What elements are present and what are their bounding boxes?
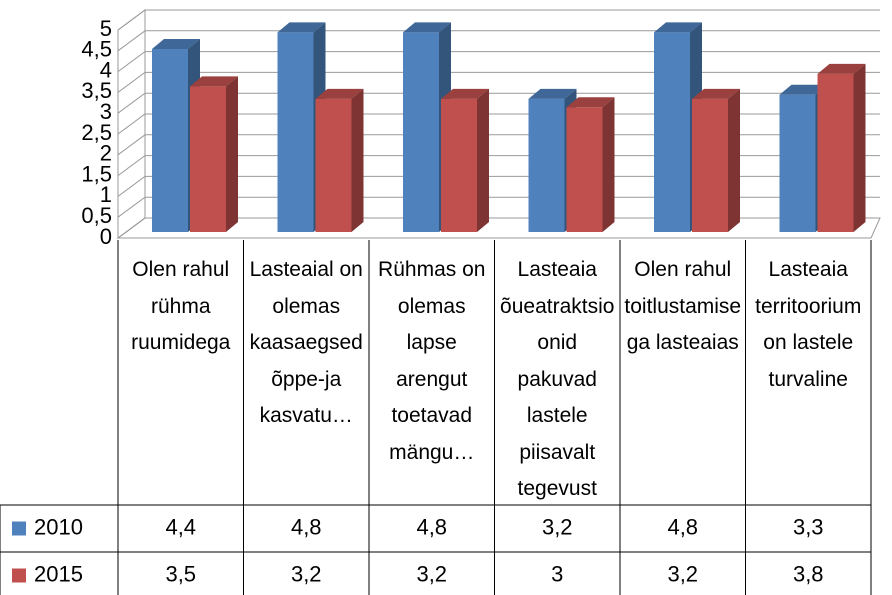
bar-top bbox=[315, 88, 364, 99]
category-label: Lasteaial on olemas kaasaegsed õppe-ja k… bbox=[249, 258, 363, 427]
bar-front bbox=[315, 98, 352, 232]
y-tick-label: 2,5 bbox=[81, 120, 112, 145]
bar-front bbox=[190, 86, 226, 233]
bar bbox=[566, 97, 615, 232]
bar-front bbox=[779, 94, 816, 232]
y-tick-label: 3,5 bbox=[81, 78, 112, 103]
bar-top bbox=[277, 22, 326, 33]
bar-front bbox=[566, 107, 603, 232]
bar-top bbox=[190, 76, 238, 87]
bar-top bbox=[566, 97, 615, 108]
y-tick-label: 5 bbox=[100, 16, 112, 41]
grid-line bbox=[117, 155, 880, 177]
grid-line bbox=[117, 30, 880, 52]
table-value: 3,2 bbox=[542, 514, 573, 539]
y-tick-label: 1 bbox=[100, 182, 112, 207]
legend-marker bbox=[12, 568, 26, 583]
bar-side bbox=[351, 88, 364, 232]
y-tick-label: 1,5 bbox=[81, 161, 112, 186]
table-value: 3,2 bbox=[291, 561, 322, 586]
grid-line bbox=[117, 217, 880, 239]
bar-front bbox=[817, 73, 854, 232]
bar-front bbox=[654, 32, 690, 232]
legend-marker bbox=[12, 521, 26, 536]
table-value: 3,5 bbox=[165, 561, 196, 586]
grid-line bbox=[117, 134, 880, 156]
table-value: 3,3 bbox=[793, 514, 824, 539]
y-tick-label: 4 bbox=[100, 57, 112, 82]
bar-side bbox=[853, 63, 866, 232]
grid-line bbox=[117, 71, 880, 93]
legend-label: 2015 bbox=[34, 561, 83, 586]
category-label: Olen rahul toitlustamisega lasteaias bbox=[624, 258, 742, 354]
table-value: 4,8 bbox=[667, 514, 698, 539]
table-value: 4,8 bbox=[416, 514, 447, 539]
table-value: 4,4 bbox=[165, 514, 196, 539]
bar-top bbox=[779, 84, 828, 95]
bar bbox=[817, 63, 866, 232]
grid-line bbox=[117, 113, 880, 135]
grid-line bbox=[117, 9, 880, 31]
grid-line bbox=[117, 196, 880, 218]
y-tick-label: 2 bbox=[100, 141, 112, 166]
y-tick-label: 4,5 bbox=[81, 37, 112, 62]
bar-front bbox=[403, 32, 439, 232]
bar-top bbox=[528, 88, 577, 99]
bar-front bbox=[152, 48, 188, 233]
y-tick-label: 3 bbox=[100, 99, 112, 124]
bar-side bbox=[477, 88, 489, 232]
bar-front bbox=[528, 98, 565, 232]
bar bbox=[692, 88, 740, 232]
bar-side bbox=[226, 76, 238, 233]
bar-top bbox=[817, 63, 866, 74]
bar-side bbox=[602, 97, 615, 232]
grid-line bbox=[117, 92, 880, 114]
bar-side bbox=[728, 88, 740, 232]
bar-top bbox=[692, 88, 740, 99]
bar bbox=[190, 76, 238, 233]
table-value: 4,8 bbox=[291, 514, 322, 539]
bar-top bbox=[441, 88, 489, 99]
bar-front bbox=[277, 32, 314, 232]
grid-line bbox=[117, 51, 880, 73]
category-label: Olen rahul rühma ruumidega bbox=[131, 258, 231, 354]
table-value: 3,2 bbox=[667, 561, 698, 586]
bar-front bbox=[692, 98, 728, 232]
category-label: Lasteaia territoorium on lastele turvali… bbox=[755, 258, 862, 391]
bar-front bbox=[441, 98, 477, 232]
bar-top bbox=[403, 22, 451, 33]
bar-top bbox=[654, 22, 702, 33]
bar bbox=[403, 22, 451, 232]
bar bbox=[315, 88, 364, 232]
category-label: Rühmas on olemas lapse arengut toetavad … bbox=[378, 258, 486, 464]
y-tick-label: 0,5 bbox=[81, 203, 112, 228]
table-value: 3,2 bbox=[416, 561, 447, 586]
table-value: 3 bbox=[551, 561, 563, 586]
table-value: 3,8 bbox=[793, 561, 824, 586]
legend-label: 2010 bbox=[34, 514, 83, 539]
bar bbox=[441, 88, 489, 232]
category-label: Lasteaia õueatraktsioonid pakuvad lastel… bbox=[500, 258, 615, 500]
grid-line bbox=[117, 175, 880, 197]
y-tick-label: 0 bbox=[100, 224, 112, 249]
bar-top bbox=[152, 38, 200, 49]
